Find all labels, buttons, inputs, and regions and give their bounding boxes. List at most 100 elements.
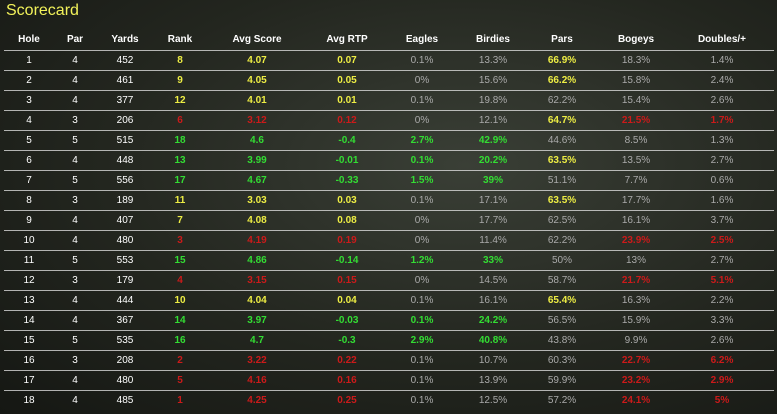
table-cell: 15.4% (621, 95, 651, 106)
row-separator (4, 170, 774, 171)
table-cell: 4 (72, 95, 78, 106)
table-cell: 5 (72, 135, 78, 146)
column-header: Yards (111, 34, 139, 45)
table-cell: 8 (26, 195, 32, 206)
table-cell: 2.6% (710, 95, 734, 106)
table-cell: 2.5% (710, 235, 734, 246)
table-cell: 23.9% (621, 235, 651, 246)
table-cell: 44.6% (547, 135, 577, 146)
table-cell: 11 (174, 195, 186, 206)
table-cell: 10.7% (478, 355, 508, 366)
table-cell: 0.01 (337, 95, 357, 106)
table-cell: 444 (116, 295, 134, 306)
table-cell: 6 (26, 155, 32, 166)
table-cell: 4.7 (250, 335, 264, 346)
table-cell: 60.3% (547, 355, 577, 366)
table-cell: 206 (116, 115, 134, 126)
table-cell: 17.7% (621, 195, 651, 206)
table-cell: 480 (116, 235, 134, 246)
table-cell: 5 (177, 375, 183, 386)
table-cell: -0.3 (338, 335, 356, 346)
row-separator (4, 350, 774, 351)
table-cell: 13.9% (478, 375, 508, 386)
table-cell: -0.03 (335, 315, 359, 326)
table-cell: 15 (174, 255, 186, 266)
table-cell: 3.22 (247, 355, 267, 366)
table-cell: 1.2% (410, 255, 434, 266)
table-cell: 66.2% (547, 75, 577, 86)
table-cell: 2.9% (710, 375, 734, 386)
table-cell: 4 (72, 295, 78, 306)
table-cell: 0.12 (337, 115, 357, 126)
table-cell: 367 (116, 315, 134, 326)
table-cell: -0.4 (338, 135, 356, 146)
table-cell: 0.08 (337, 215, 357, 226)
table-cell: 11.4% (479, 235, 507, 246)
table-cell: 17.7% (478, 215, 508, 226)
table-cell: 33% (482, 255, 503, 266)
table-cell: 20.2% (478, 155, 508, 166)
table-cell: 62.2% (547, 95, 577, 106)
row-separator (4, 230, 774, 231)
table-cell: 208 (116, 355, 134, 366)
table-cell: 4.67 (247, 175, 267, 186)
table-cell: 3.99 (247, 155, 267, 166)
row-separator (4, 270, 774, 271)
table-cell: 515 (116, 135, 134, 146)
table-cell: 22.7% (621, 355, 651, 366)
table-cell: 0.22 (337, 355, 357, 366)
table-cell: 17 (174, 175, 186, 186)
table-cell: 9 (177, 75, 183, 86)
table-cell: 14.5% (478, 275, 508, 286)
table-cell: 42.9% (478, 135, 508, 146)
table-cell: 57.2% (547, 395, 577, 406)
table-cell: 5 (72, 175, 78, 186)
table-cell: 556 (116, 175, 134, 186)
table-cell: 2.7% (710, 255, 734, 266)
table-cell: 4.01 (247, 95, 267, 106)
row-separator (4, 150, 774, 151)
table-cell: 8.5% (624, 135, 648, 146)
table-cell: 3.97 (247, 315, 267, 326)
table-cell: 0.19 (337, 235, 357, 246)
table-cell: 21.7% (621, 275, 651, 286)
table-cell: 16.1% (478, 295, 508, 306)
table-cell: 19.8% (478, 95, 508, 106)
table-cell: 485 (116, 395, 134, 406)
table-cell: 2.2% (710, 295, 734, 306)
table-cell: 0% (414, 75, 430, 86)
row-separator (4, 330, 774, 331)
table-cell: 4.19 (247, 235, 267, 246)
table-cell: 12.5% (478, 395, 508, 406)
table-cell: 5.1% (710, 275, 734, 286)
table-cell: 39% (482, 175, 503, 186)
table-cell: 0.1% (410, 355, 434, 366)
table-cell: 4.08 (247, 215, 267, 226)
table-cell: 15.8% (621, 75, 651, 86)
table-cell: 461 (116, 75, 134, 86)
table-cell: -0.14 (335, 255, 359, 266)
table-cell: 1.5% (410, 175, 434, 186)
table-cell: 9.9% (624, 335, 648, 346)
table-cell: 7 (26, 175, 32, 186)
table-cell: 0% (414, 275, 430, 286)
table-cell: 16.3% (621, 295, 651, 306)
table-cell: 0% (414, 115, 430, 126)
table-cell: 1 (177, 395, 183, 406)
table-cell: 65.4% (547, 295, 577, 306)
table-cell: 4 (72, 215, 78, 226)
table-cell: 17 (23, 375, 35, 386)
table-cell: 5 (72, 335, 78, 346)
table-cell: 377 (116, 95, 134, 106)
table-cell: 0.1% (410, 95, 434, 106)
table-cell: 3 (72, 195, 78, 206)
column-header: Eagles (405, 34, 439, 45)
table-cell: 62.2% (547, 235, 577, 246)
header-separator (4, 50, 774, 51)
table-cell: 8 (177, 55, 183, 66)
table-cell: 407 (116, 215, 134, 226)
table-cell: 21.5% (621, 115, 651, 126)
table-cell: 0% (414, 235, 430, 246)
table-cell: 0.1% (410, 155, 434, 166)
